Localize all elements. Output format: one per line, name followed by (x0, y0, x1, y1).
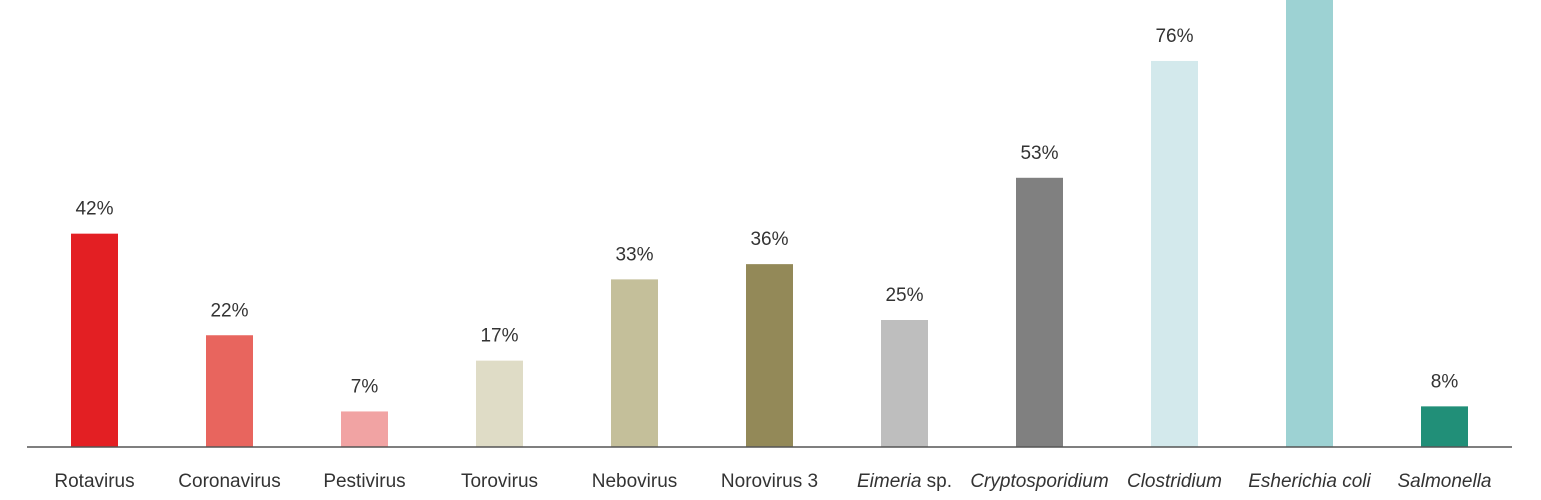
x-tick-label: Nebovirus (592, 471, 678, 492)
value-label: 76% (1155, 26, 1193, 47)
bar (746, 264, 793, 447)
bar (206, 335, 253, 447)
bar (1016, 177, 1063, 447)
bar (881, 320, 928, 447)
x-tick-label: Pestivirus (323, 471, 405, 492)
value-label: 53% (1020, 143, 1058, 164)
value-label: 36% (750, 229, 788, 250)
x-tick-label: Coronavirus (178, 471, 280, 492)
value-label: 25% (885, 285, 923, 306)
bar (1286, 0, 1333, 447)
bar (476, 360, 523, 447)
bar (1151, 60, 1198, 448)
value-label: 17% (480, 326, 518, 347)
x-tick-label: Rotavirus (54, 471, 134, 492)
bar (1421, 406, 1468, 447)
x-tick-label: Cryptosporidium (970, 471, 1108, 492)
value-label: 33% (615, 244, 653, 265)
bar (611, 279, 658, 447)
x-tick-label: Esherichia coli (1248, 471, 1371, 492)
value-label: 22% (210, 300, 248, 321)
value-label: 42% (75, 199, 113, 220)
x-tick-label: Salmonella (1398, 471, 1492, 492)
x-tick-label: Torovirus (461, 471, 538, 492)
x-tick-label: Norovirus 3 (721, 471, 818, 492)
value-label: 7% (351, 376, 379, 397)
bar (341, 411, 388, 447)
x-tick-label: Clostridium (1127, 471, 1222, 492)
x-tick-label: Eimeria sp. (857, 471, 952, 492)
value-label: 8% (1431, 371, 1459, 392)
bar (71, 233, 118, 447)
